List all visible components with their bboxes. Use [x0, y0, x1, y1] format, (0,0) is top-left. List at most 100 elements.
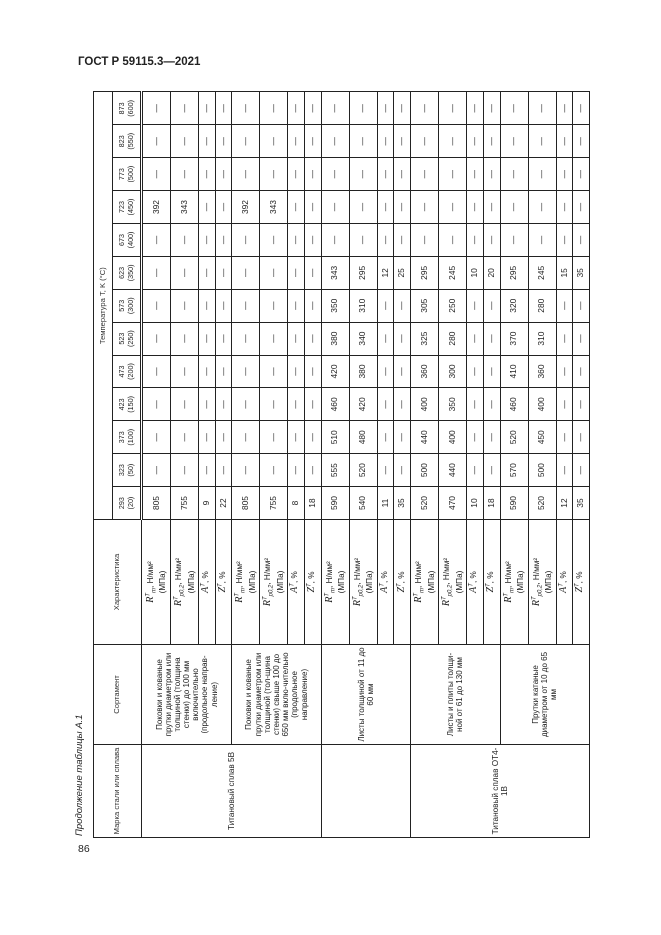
value-cell: —	[377, 289, 394, 323]
char-unit-mpa: (МПа)	[544, 570, 554, 594]
value-cell: —	[259, 223, 288, 257]
value-cell: —	[215, 453, 232, 487]
char-unit-mpa: (МПа)	[275, 570, 285, 594]
value-cell: 22	[215, 486, 232, 520]
value-cell: —	[231, 453, 260, 487]
product-cell: Прутки катаные диаметром от 10 до 65 мм	[500, 644, 590, 745]
char-unit: , Н/мм²	[531, 557, 541, 585]
value-cell: 280	[438, 322, 467, 356]
value-cell: —	[304, 322, 322, 356]
value-cell: —	[198, 322, 216, 356]
value-cell: —	[466, 223, 484, 257]
value-cell: —	[572, 387, 590, 421]
grade-cell	[321, 744, 411, 838]
value-cell: —	[141, 355, 171, 388]
char-unit-mpa: (МПа)	[426, 570, 436, 594]
header-temp-573: 573 (300)	[112, 289, 142, 323]
char-superscript: T	[234, 592, 241, 597]
value-cell: —	[500, 157, 528, 191]
char-unit: , %	[379, 571, 389, 584]
value-cell: —	[393, 355, 411, 388]
value-cell: —	[466, 157, 484, 191]
value-cell: —	[304, 124, 322, 158]
char-unit: , Н/мм²	[442, 557, 452, 585]
value-cell: 35	[572, 486, 590, 520]
value-cell: —	[483, 91, 500, 125]
value-cell: 310	[528, 322, 556, 356]
value-cell: —	[259, 256, 288, 290]
value-cell: —	[556, 157, 573, 191]
value-cell: —	[198, 91, 216, 125]
table-row: Поковки и кованые прутки диаметром или т…	[231, 91, 322, 838]
value-cell: —	[170, 256, 199, 290]
value-cell: —	[572, 124, 590, 158]
value-cell: —	[287, 91, 305, 125]
value-cell: —	[572, 420, 590, 454]
temp-celsius: (500)	[125, 165, 135, 183]
characteristic-cell: RTp0,2, Н/мм² (МПа)	[528, 519, 556, 645]
temp-celsius: (350)	[125, 264, 135, 282]
char-subscript: p0,2	[537, 584, 544, 597]
value-cell: —	[304, 91, 322, 125]
value-cell: 360	[528, 355, 556, 388]
characteristic-cell: AT, %	[198, 519, 216, 645]
temp-celsius: (250)	[125, 330, 135, 347]
table-row: Титановый сплав ОТ4-1В Листы и плиты толщ…	[410, 91, 590, 838]
value-cell: —	[377, 453, 394, 487]
char-symbol: Z	[216, 586, 228, 593]
value-cell: —	[304, 420, 322, 454]
value-cell: —	[170, 289, 199, 323]
value-cell: —	[528, 91, 556, 125]
value-cell: —	[572, 355, 590, 388]
value-cell: 320	[500, 289, 528, 323]
char-symbol: A	[468, 586, 480, 593]
value-cell: —	[438, 223, 467, 257]
value-cell: —	[215, 387, 232, 421]
char-superscript: T	[395, 583, 402, 587]
value-cell: —	[377, 223, 394, 257]
char-unit: , Н/мм²	[145, 561, 155, 588]
header-temp-773: 773 (500)	[112, 157, 142, 191]
value-cell: 400	[528, 387, 556, 421]
value-cell: 350	[321, 289, 350, 323]
value-cell: —	[572, 157, 590, 191]
value-cell: 343	[321, 256, 350, 290]
characteristic-cell: ZT, %	[304, 519, 322, 645]
value-cell: —	[377, 157, 394, 191]
value-cell: —	[141, 223, 171, 257]
char-subscript: m	[509, 587, 516, 593]
char-superscript: T	[557, 583, 564, 587]
char-superscript: T	[173, 596, 180, 600]
temp-celsius: (50)	[125, 463, 135, 477]
char-symbol: R	[144, 596, 156, 603]
char-subscript: m	[151, 587, 158, 593]
char-subscript: p0,2	[269, 584, 276, 597]
value-cell: —	[215, 289, 232, 323]
value-cell: —	[304, 190, 322, 224]
value-cell: —	[528, 190, 556, 224]
value-cell: —	[556, 420, 573, 454]
value-cell: —	[466, 355, 484, 388]
char-unit-mpa: (МПа)	[337, 570, 347, 594]
value-cell: —	[377, 124, 394, 158]
value-cell: 10	[466, 256, 484, 290]
value-cell: 460	[321, 387, 350, 421]
characteristic-cell: AT, %	[287, 519, 305, 645]
value-cell: —	[466, 420, 484, 454]
char-subscript: m	[330, 587, 337, 593]
value-cell: 343	[259, 190, 288, 224]
value-cell: —	[377, 387, 394, 421]
char-unit: , %	[558, 571, 568, 584]
header-temperature: Температура T, K (°C)	[93, 91, 113, 520]
value-cell: —	[377, 190, 394, 224]
value-cell: —	[410, 157, 439, 191]
header-characteristic: Характеристика	[93, 519, 142, 645]
value-cell: —	[215, 355, 232, 388]
value-cell: —	[141, 453, 171, 487]
characteristic-cell: RTp0,2, Н/мм² (МПа)	[170, 519, 199, 645]
value-cell: —	[259, 453, 288, 487]
value-cell: 480	[349, 420, 378, 454]
temp-celsius: (550)	[125, 132, 135, 150]
value-cell: —	[572, 453, 590, 487]
char-symbol: R	[351, 600, 363, 607]
